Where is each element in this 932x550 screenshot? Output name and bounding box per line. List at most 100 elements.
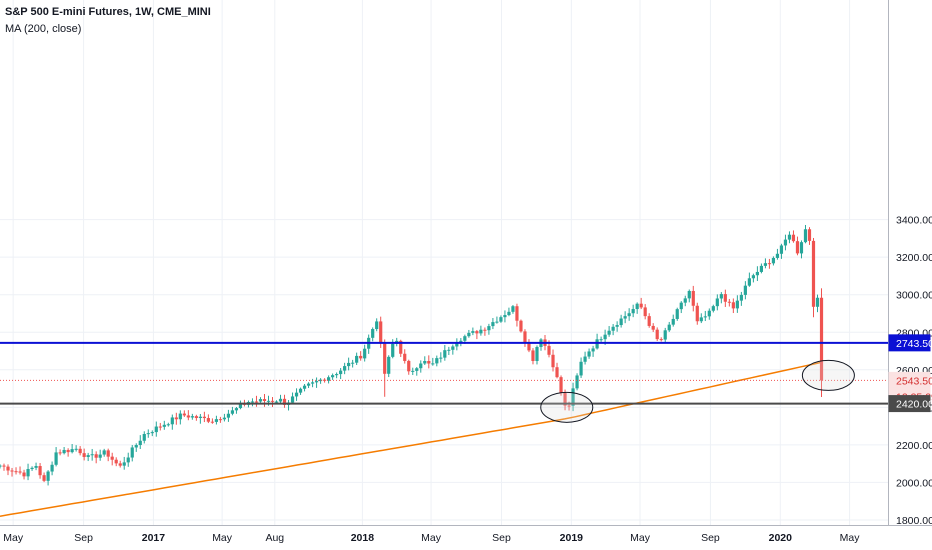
candle [783,234,788,251]
candle [383,339,387,397]
candle [142,431,146,444]
candle-body [651,325,655,330]
candle [523,329,527,347]
candle-body [254,401,259,403]
candle-body [222,417,227,420]
candle-body [6,466,10,471]
candle-body [519,320,523,332]
candle [435,355,439,367]
candle-body [250,401,255,403]
candle [90,448,94,461]
candle-body [379,321,383,344]
candle [671,314,675,327]
candle-body [114,459,118,464]
time-tick-label: Aug [265,532,284,544]
candle [663,327,667,343]
time-axis[interactable]: May Sep 2017 May Aug 2018 May Sep 2019 May Sep 2020… [0,525,932,550]
price-tick-label: 1800.00 [896,515,932,527]
candle [727,298,731,307]
candle-body [210,421,214,423]
candle-body [331,375,335,378]
candle [363,344,367,362]
candle-body [567,405,571,407]
candle-body [787,234,792,240]
candle-body [715,298,719,307]
candle-body [82,453,86,457]
candle [635,302,639,314]
candle-body [575,375,579,389]
candle [210,418,214,424]
candle [611,324,615,336]
candle [687,289,691,303]
candle-body [719,294,723,299]
candle-body [411,370,415,372]
candle [162,420,166,430]
candle [595,333,599,350]
horizontal-price-lines[interactable] [0,341,888,405]
candle-body [731,302,735,309]
candle [655,327,659,342]
candle [815,294,820,313]
candle [94,451,98,464]
current-price-label: 2543.50 [896,375,932,387]
candle [519,319,523,333]
candle [78,446,82,456]
candle-body [194,416,198,419]
candle [294,388,299,401]
candle [747,272,751,287]
candle [419,360,423,373]
candle-body [166,424,170,426]
annotation-ellipse[interactable] [801,359,855,391]
symbol-title[interactable]: S&P 500 E-mini Futures, 1W, CME_MINI [5,6,211,18]
candle-body [34,466,38,468]
candle [563,389,567,411]
candle-body [771,257,776,264]
candle [110,452,114,466]
candle [511,305,515,314]
time-tick-label: 2017 [142,532,166,544]
candle [503,310,507,323]
candle-body [423,361,427,364]
candle [118,460,122,468]
candle-body [102,450,106,455]
candle-body [70,449,74,453]
candle [431,357,435,366]
indicator-label[interactable]: MA (200, close) [5,23,82,35]
candle [150,430,154,437]
candle-body [282,398,287,405]
time-axis-background [0,525,932,550]
candle [759,263,764,274]
candle [335,372,339,379]
candle-body [595,339,599,349]
candle [583,351,587,365]
annotation-ellipse[interactable] [540,391,594,423]
candle-body [679,302,683,310]
candle [50,461,54,476]
candle [723,289,727,307]
candle-body [86,455,90,457]
price-axis[interactable]: 1800.002000.002200.002400.002600.002800.… [888,0,932,550]
candle [639,297,643,310]
candle [667,321,671,332]
candle [811,237,816,318]
candle-body [407,360,411,372]
candle-body [483,329,487,331]
candle [803,224,808,244]
candle [186,410,190,421]
candle [763,258,768,269]
candle [250,398,255,407]
candle-body [290,396,295,403]
annotation-ellipses[interactable] [540,359,855,423]
candle [154,421,158,437]
candle [134,443,138,452]
candle-body [603,334,607,340]
candle [10,467,14,477]
candle-body [387,356,391,374]
price-tick-label: 2200.00 [896,440,932,452]
candle [775,248,780,260]
dark-line-price-label-bg [888,395,931,413]
candle-body [363,348,367,359]
candle-body [50,464,54,472]
time-tick-label: 2018 [351,532,375,544]
